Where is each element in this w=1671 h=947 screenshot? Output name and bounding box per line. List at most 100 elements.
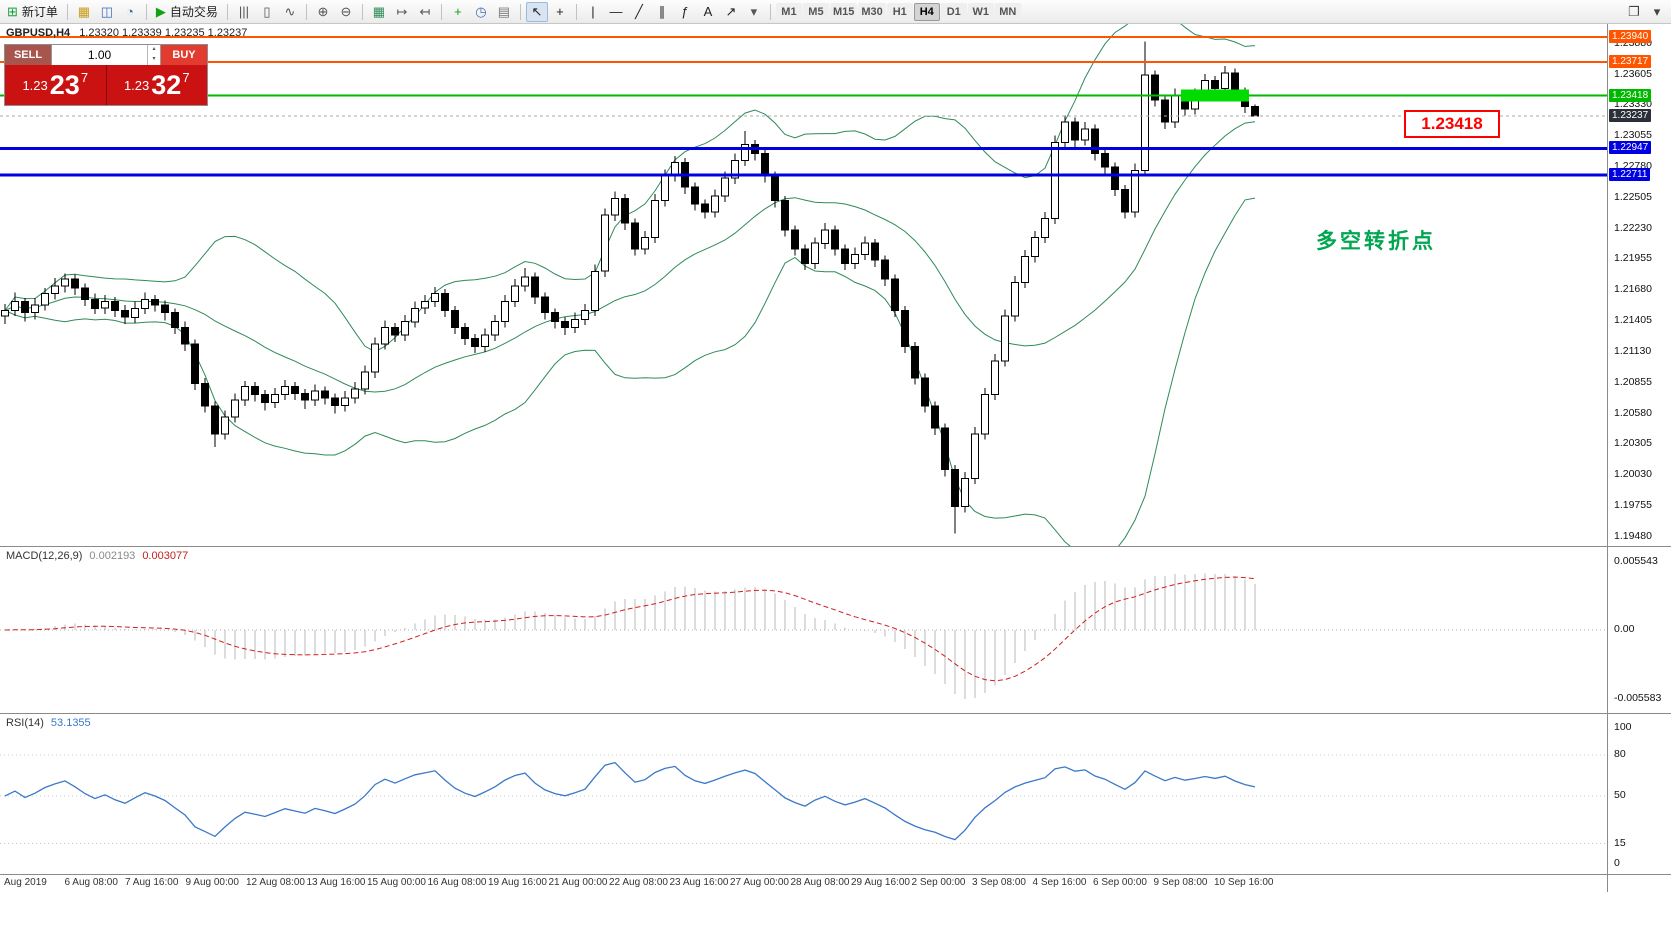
- time-axis-label: 28 Aug 08:00: [790, 877, 850, 888]
- macd-name: MACD(12,26,9): [6, 550, 83, 562]
- equidistant-channel-icon: ∥: [658, 4, 666, 19]
- timeframe-button-h1[interactable]: H1: [886, 2, 913, 21]
- new-order-icon: ⊞: [7, 4, 18, 19]
- vertical-line-button[interactable]: |: [582, 2, 604, 22]
- vertical-line-icon: |: [591, 4, 595, 19]
- data-window-icon: ◔: [125, 4, 134, 19]
- arrows-icon: ↗: [725, 4, 737, 19]
- crosshair-button[interactable]: +: [549, 2, 571, 22]
- quote-header: GBPUSD,H4 1.23320 1.23339 1.23235 1.23237: [6, 27, 247, 39]
- bar-chart-button[interactable]: |||: [233, 2, 255, 22]
- time-axis[interactable]: Aug 2019 6 Aug 08:00 7 Aug 16:00 9 Aug 00:0…: [0, 875, 1607, 892]
- price-tick-label: 1.21130: [1614, 344, 1652, 357]
- price-tick-label: 1.21955: [1614, 252, 1652, 265]
- rsi-panel[interactable]: RSI(14) 53.1355: [0, 714, 1607, 874]
- auto-scroll-button[interactable]: ↦: [391, 2, 413, 22]
- time-axis-label: 23 Aug 16:00: [669, 877, 729, 888]
- fibonacci-icon: ƒ: [681, 4, 689, 19]
- data-window-button[interactable]: ◔: [119, 2, 141, 22]
- sell-price-big: 23: [49, 69, 80, 100]
- text-button[interactable]: A: [697, 2, 719, 22]
- periods-button[interactable]: ◷: [470, 2, 492, 22]
- periods-icon: ◷: [475, 4, 487, 19]
- toolbar-separator: [519, 3, 521, 20]
- timeframe-button-h4[interactable]: H4: [913, 2, 940, 21]
- fibonacci-button[interactable]: ƒ: [674, 2, 696, 22]
- timeframe-button-m30[interactable]: M30: [858, 2, 886, 21]
- profiles-button[interactable]: ◫: [96, 2, 118, 22]
- templates-button[interactable]: ▦: [368, 2, 390, 22]
- buy-button[interactable]: BUY: [161, 45, 207, 65]
- new-order-button[interactable]: ⊞ 新订单: [3, 2, 62, 22]
- macd-panel[interactable]: MACD(12,26,9) 0.002193 0.003077: [0, 547, 1607, 713]
- price-line-badge: 1.22947: [1609, 141, 1652, 155]
- window-arrange-icon: ❐: [1628, 4, 1640, 19]
- sell-button[interactable]: SELL: [5, 45, 51, 65]
- autotrading-button[interactable]: ▶ 自动交易: [152, 2, 222, 22]
- timeframe-button-m5[interactable]: M5: [802, 2, 829, 21]
- price-tick-label: -0.005583: [1614, 692, 1662, 704]
- macd-chart[interactable]: [0, 547, 1607, 713]
- more-tools-button[interactable]: ▾: [743, 2, 765, 22]
- price-chart[interactable]: GBPUSD,H4 1.23320 1.23339 1.23235 1.23237…: [0, 24, 1607, 546]
- time-axis-label: 29 Aug 16:00: [851, 877, 910, 888]
- volume-increase-button[interactable]: ▴: [152, 46, 156, 52]
- timeframe-button-m1[interactable]: M1: [775, 2, 802, 21]
- price-tick-label: 1.20305: [1614, 437, 1652, 450]
- time-axis-label: 6 Sep 00:00: [1093, 877, 1147, 888]
- time-axis-label: 9 Sep 08:00: [1153, 877, 1208, 888]
- zoom-out-icon: ⊖: [340, 4, 352, 19]
- zoom-in-button[interactable]: ⊕: [312, 2, 334, 22]
- sell-price-sup: 7: [80, 69, 89, 85]
- toolbar-separator: [145, 3, 147, 20]
- price-tick-label: 1.22230: [1614, 221, 1652, 234]
- rsi-chart[interactable]: [0, 714, 1607, 874]
- buy-price[interactable]: 1.23 32 7: [106, 65, 207, 105]
- time-axis-label: Aug 2019: [4, 877, 47, 888]
- chart-shift-button[interactable]: ↤: [414, 2, 436, 22]
- price-line-badge: 1.23717: [1609, 54, 1652, 68]
- timeframe-button-mn[interactable]: MN: [994, 2, 1021, 21]
- time-axis-label: 7 Aug 16:00: [125, 877, 179, 888]
- time-axis-label: 10 Sep 16:00: [1214, 877, 1274, 888]
- time-axis-label: 13 Aug 16:00: [306, 877, 366, 888]
- autotrading-button-label: 自动交易: [169, 5, 218, 19]
- price-tick-label: 1.20855: [1614, 375, 1652, 388]
- price-line-badge: 1.23940: [1609, 30, 1652, 43]
- price-tick-label: 1.20580: [1614, 406, 1652, 419]
- trendline-button[interactable]: ╱: [628, 2, 650, 22]
- timeframe-button-w1[interactable]: W1: [967, 2, 994, 21]
- zoom-out-button[interactable]: ⊖: [335, 2, 357, 22]
- toolbar-menu-button[interactable]: ▾: [1646, 2, 1668, 22]
- templates-list-button[interactable]: ▤: [493, 2, 515, 22]
- trendline-icon: ╱: [635, 4, 643, 19]
- indicators-icon: +: [454, 4, 462, 19]
- time-axis-label: 3 Sep 08:00: [972, 877, 1026, 888]
- line-chart-button[interactable]: ∿: [279, 2, 301, 22]
- volume-decrease-button[interactable]: ▾: [152, 56, 156, 62]
- time-axis-label: 4 Sep 16:00: [1032, 877, 1087, 888]
- candlestick-chart-button[interactable]: ▯: [256, 2, 278, 22]
- cursor-button[interactable]: ↖: [525, 1, 548, 22]
- timeframe-button-m15[interactable]: M15: [829, 2, 858, 21]
- autotrading-icon: ▶: [155, 4, 166, 19]
- volume-input[interactable]: [52, 45, 147, 65]
- window-arrange-button[interactable]: ❐: [1623, 2, 1645, 22]
- sell-price[interactable]: 1.23 23 7: [5, 65, 107, 105]
- time-axis-label: 9 Aug 00:00: [185, 877, 239, 888]
- candlestick-chart-icon: ▯: [263, 4, 271, 19]
- indicators-button[interactable]: +: [447, 2, 469, 22]
- buy-price-prefix: 1.23: [123, 77, 150, 93]
- price-tick-label: 0.005543: [1614, 555, 1658, 567]
- volume-field: ▴ ▾: [51, 45, 161, 65]
- candlestick-chart[interactable]: [0, 24, 1607, 546]
- new-order-button-label: 新订单: [21, 5, 58, 19]
- equidistant-channel-button[interactable]: ∥: [651, 2, 673, 22]
- new-chart-button[interactable]: ▦: [73, 2, 95, 22]
- price-tick-label: 50: [1614, 789, 1626, 801]
- timeframe-button-d1[interactable]: D1: [940, 2, 967, 21]
- price-axis[interactable]: 1.238801.236051.233301.230551.227801.225…: [1607, 24, 1671, 892]
- arrows-button[interactable]: ↗: [720, 2, 742, 22]
- horizontal-line-button[interactable]: —: [605, 2, 627, 22]
